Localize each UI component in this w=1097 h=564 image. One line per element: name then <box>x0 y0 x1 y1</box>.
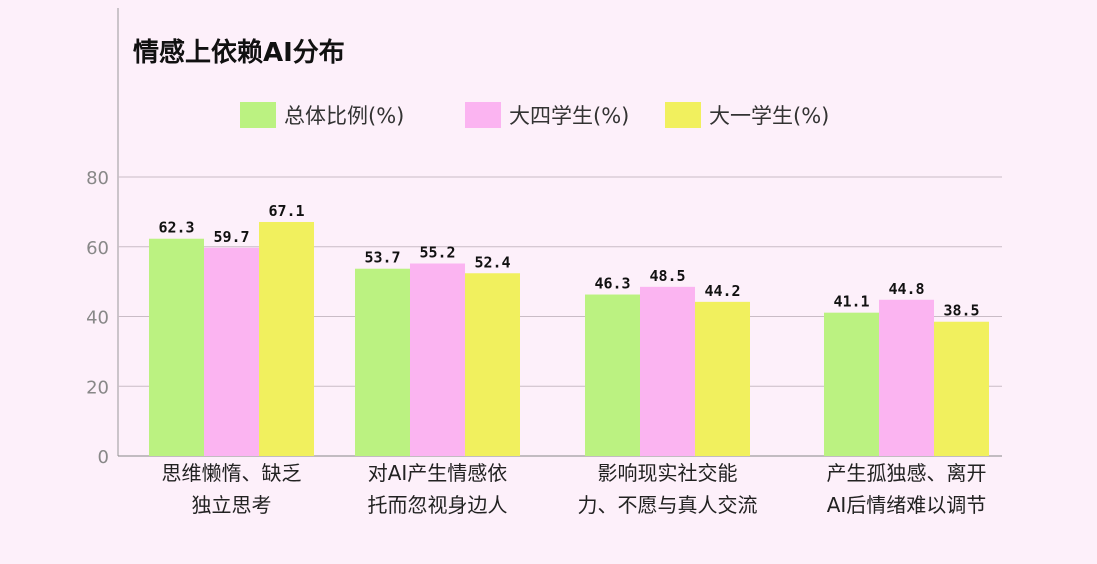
data-label: 53.7 <box>364 249 400 267</box>
legend-swatch <box>665 102 701 128</box>
x-tick-label: 托而忽视身边人 <box>368 493 508 517</box>
bar <box>640 286 695 456</box>
data-label: 44.8 <box>888 280 924 298</box>
legend-swatch <box>240 102 276 128</box>
bar <box>355 268 410 456</box>
bar <box>410 263 465 456</box>
data-label: 38.5 <box>943 302 979 320</box>
legend-item-freshman: 大一学生(%) <box>665 100 829 130</box>
bar <box>204 247 259 456</box>
bar <box>149 238 204 456</box>
bar <box>879 299 934 456</box>
bar <box>934 321 989 456</box>
x-tick-label: 对AI产生情感依 <box>368 461 508 485</box>
bar <box>824 312 879 456</box>
legend-item-overall: 总体比例(%) <box>240 100 404 130</box>
chart-title: 情感上依赖AI分布 <box>133 38 345 68</box>
data-label: 48.5 <box>649 267 685 285</box>
data-label: 41.1 <box>833 293 869 311</box>
x-tick-label: 思维懒惰、缺乏 <box>162 461 302 485</box>
bar <box>465 273 520 456</box>
x-tick-label: AI后情绪难以调节 <box>827 493 987 517</box>
y-tick-label: 80 <box>86 168 109 189</box>
y-tick-label: 60 <box>86 238 109 259</box>
x-tick-label: 产生孤独感、离开 <box>827 461 987 485</box>
data-label: 55.2 <box>419 243 455 261</box>
y-tick-label: 20 <box>86 377 109 398</box>
bar <box>585 294 640 456</box>
legend-swatch <box>465 102 501 128</box>
data-label: 44.2 <box>704 282 740 300</box>
bar <box>259 221 314 456</box>
legend-label: 总体比例(%) <box>284 104 405 128</box>
data-label: 52.4 <box>474 253 510 271</box>
legend-label: 大四学生(%) <box>509 104 630 128</box>
legend-label: 大一学生(%) <box>709 104 830 128</box>
legend-item-senior: 大四学生(%) <box>465 100 629 130</box>
data-label: 59.7 <box>213 228 249 246</box>
x-tick-label: 影响现实社交能 <box>598 461 738 485</box>
bar <box>695 301 750 456</box>
data-label: 62.3 <box>158 219 194 237</box>
x-tick-label: 力、不愿与真人交流 <box>578 493 758 517</box>
data-label: 46.3 <box>594 275 630 293</box>
y-tick-label: 40 <box>86 308 109 329</box>
x-tick-label: 独立思考 <box>192 493 272 517</box>
y-tick-label: 0 <box>98 447 109 468</box>
data-label: 67.1 <box>268 202 304 220</box>
